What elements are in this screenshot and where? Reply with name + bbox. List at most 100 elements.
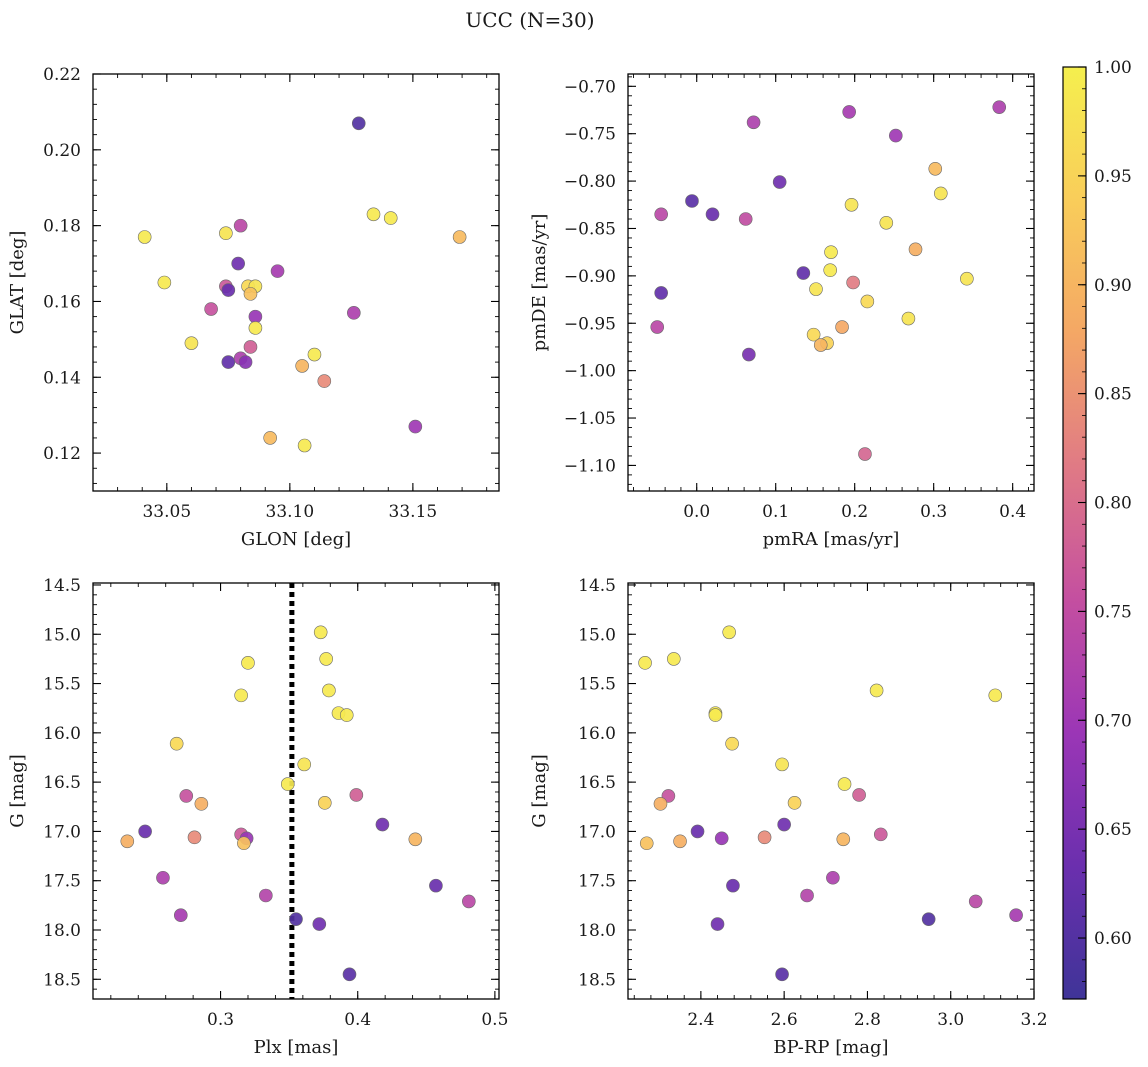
data-point xyxy=(263,431,277,445)
data-point xyxy=(342,967,357,982)
y-tick-label: 18.5 xyxy=(43,970,81,990)
data-point xyxy=(846,275,860,290)
data-point xyxy=(813,338,828,352)
y-tick-label: −1.00 xyxy=(564,362,616,382)
colorbar-tick-label: 1.00 xyxy=(1094,58,1132,78)
colorbar-tick-label: 0.75 xyxy=(1094,602,1132,622)
y-tick-label: −1.10 xyxy=(564,456,616,476)
y-tick-label: 18.5 xyxy=(578,970,616,990)
x-tick-label: 0.4 xyxy=(999,502,1026,522)
x-tick-label: 3.2 xyxy=(1020,1010,1047,1030)
data-point xyxy=(775,757,789,772)
data-point xyxy=(297,438,312,453)
data-point xyxy=(836,832,851,847)
y-axis-label: G [mag] xyxy=(7,754,28,827)
y-tick-label: 16.5 xyxy=(578,773,616,793)
y-axis-label: pmDE [mas/yr] xyxy=(529,214,550,352)
data-point xyxy=(138,824,152,839)
y-tick-label: 16.0 xyxy=(578,724,616,744)
axes-frame xyxy=(92,582,500,1000)
data-point xyxy=(313,625,328,640)
data-point xyxy=(837,777,852,791)
x-axis-label: BP-RP [mag] xyxy=(773,1037,888,1058)
data-point xyxy=(800,888,814,903)
data-point xyxy=(725,736,739,751)
figure-suptitle: UCC (N=30) xyxy=(465,8,594,32)
y-tick-label: −0.90 xyxy=(564,267,616,287)
data-point xyxy=(844,197,859,212)
y-tick-label: 17.0 xyxy=(578,822,616,842)
data-point xyxy=(339,708,354,722)
y-tick-label: 17.5 xyxy=(43,872,81,892)
data-point xyxy=(852,788,866,802)
y-tick-label: 15.0 xyxy=(43,625,81,645)
data-point xyxy=(796,266,811,280)
data-point xyxy=(777,817,791,832)
y-tick-label: 18.0 xyxy=(43,921,81,941)
y-tick-label: 17.0 xyxy=(43,822,81,842)
data-point xyxy=(858,447,872,461)
data-point xyxy=(726,878,740,893)
data-point xyxy=(184,336,199,350)
data-point xyxy=(1009,908,1023,923)
x-tick-label: 3.0 xyxy=(937,1010,964,1030)
data-point xyxy=(289,912,303,926)
data-point xyxy=(992,100,1007,114)
colorbar-tick-label: 0.85 xyxy=(1094,385,1132,405)
data-point xyxy=(120,834,135,849)
data-point xyxy=(757,830,772,845)
data-point xyxy=(673,834,687,849)
data-point xyxy=(408,832,423,847)
y-tick-label: 14.5 xyxy=(578,576,616,596)
data-point xyxy=(667,652,681,666)
data-point xyxy=(860,294,875,309)
data-point xyxy=(690,824,705,839)
data-point xyxy=(156,870,170,885)
x-tick-label: 0.5 xyxy=(481,1010,508,1030)
y-tick-label: 0.12 xyxy=(43,444,81,464)
data-point xyxy=(179,789,194,803)
data-point xyxy=(270,264,285,278)
x-tick-label: 33.05 xyxy=(142,502,191,522)
x-tick-label: 0.3 xyxy=(207,1010,234,1030)
data-point xyxy=(742,347,756,362)
data-point xyxy=(873,827,888,842)
panel-bprp-g: 2.4 2.6 2.8 3.0 3.2 14.5 15.0 15.5 16.0 16.5 17.0 1… xyxy=(529,576,1048,1058)
x-tick-label: 33.10 xyxy=(266,502,315,522)
x-tick-label: 2.8 xyxy=(854,1010,881,1030)
data-point xyxy=(787,796,802,810)
data-point xyxy=(928,161,943,176)
x-axis-label: GLON [deg] xyxy=(241,529,351,550)
y-tick-label: 0.16 xyxy=(43,292,81,312)
y-tick-label: −1.05 xyxy=(564,409,616,429)
data-point xyxy=(708,708,723,722)
data-point xyxy=(259,888,273,903)
data-point xyxy=(823,263,838,277)
y-tick-label: 16.0 xyxy=(43,724,81,744)
x-tick-label: 33.15 xyxy=(389,502,438,522)
data-point xyxy=(312,917,327,931)
data-point xyxy=(429,878,443,893)
x-axis-label: Plx [mas] xyxy=(254,1037,339,1058)
data-point xyxy=(233,218,248,233)
data-point xyxy=(234,688,248,703)
panel-plx-g: 0.3 0.4 0.5 14.5 15.0 15.5 16.0 16.5 17.0 17.5 18.… xyxy=(7,576,508,1058)
data-point xyxy=(824,245,838,259)
data-point xyxy=(738,212,753,226)
colorbar-bar xyxy=(1062,66,1087,1000)
colorbar-tick-label: 0.60 xyxy=(1094,929,1132,949)
data-point xyxy=(194,797,209,811)
y-tick-label: 0.20 xyxy=(43,141,81,161)
data-point xyxy=(157,275,172,290)
data-point xyxy=(921,912,936,926)
y-tick-label: 17.5 xyxy=(578,872,616,892)
axes-frame xyxy=(627,582,1035,1000)
data-point xyxy=(462,894,476,909)
colorbar: 0.60 0.65 0.70 0.75 0.80 0.85 0.90 0.95 1.00 xyxy=(1062,58,1132,1000)
y-tick-label: −0.75 xyxy=(564,125,616,145)
y-axis-label: G [mag] xyxy=(529,754,550,827)
data-point xyxy=(366,207,381,222)
data-point xyxy=(322,683,336,698)
x-tick-label: 2.6 xyxy=(771,1010,798,1030)
